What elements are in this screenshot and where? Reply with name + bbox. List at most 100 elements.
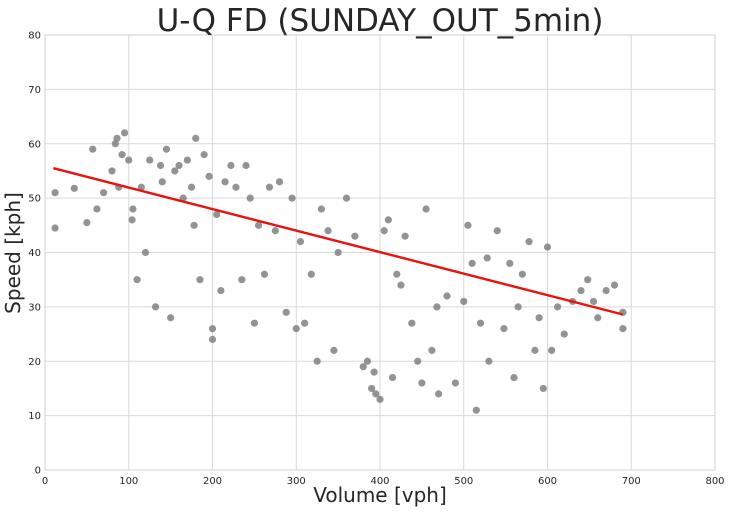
data-point [602,286,610,295]
data-point [213,210,221,219]
y-axis-title: Speed [kph] [1,192,25,314]
data-point [317,205,325,213]
data-point [422,205,430,213]
data-point [577,286,585,295]
data-point [397,281,405,289]
data-point [141,248,150,257]
data-point [443,292,451,300]
y-tick-label: 0 [35,466,41,477]
data-point [525,238,533,246]
data-point [183,156,191,164]
data-point [594,314,602,322]
data-point [238,276,246,284]
data-point [518,270,526,278]
data-point [128,216,136,224]
y-tick-label: 40 [28,248,41,259]
data-point [232,183,240,191]
data-point [271,227,279,235]
data-point [500,325,508,333]
y-tick-label: 10 [28,411,41,422]
data-point [548,346,556,354]
data-point [125,156,133,164]
data-point [464,221,472,229]
data-point [100,189,108,197]
data-point [324,227,332,235]
data-point [553,303,562,311]
data-point [543,243,552,251]
data-point [246,194,254,202]
data-point [167,314,175,322]
data-point [275,178,284,186]
x-tick-label: 100 [119,476,138,487]
data-point [151,303,160,311]
data-point [205,172,213,180]
data-point [93,205,101,213]
data-point [485,357,493,365]
data-point [221,178,229,186]
x-tick-label: 400 [370,476,389,487]
data-point [254,221,263,229]
x-tick-label: 800 [705,476,724,487]
data-point [330,346,338,354]
data-point [282,308,290,316]
y-tick-label: 80 [28,31,41,42]
data-point [108,167,116,175]
data-point [111,140,119,148]
data-point [388,373,397,382]
data-point [250,319,258,327]
data-point [217,286,225,295]
data-point [162,145,171,153]
x-axis-title: Volume [vph] [313,483,447,507]
x-tick-label: 600 [538,476,557,487]
data-point [208,325,217,333]
data-point [192,134,200,142]
data-point [370,368,378,376]
data-point [535,314,543,322]
data-point [70,184,78,192]
data-point [196,276,204,284]
fit-line-group [53,167,624,316]
y-tick-label: 50 [28,194,41,205]
data-point [472,406,480,414]
data-point [227,161,235,170]
x-tick-label: 300 [287,476,306,487]
data-point [156,161,165,170]
data-point [493,227,501,235]
data-point [313,357,321,365]
data-point [418,379,426,387]
data-point [531,346,539,354]
data-point [118,151,126,159]
data-point [376,395,384,403]
y-tick-label: 60 [28,139,41,150]
tick-labels: 0 100 200 300 400 500 600 700 800 0 10 20 30 40 50 60 70… [28,31,724,488]
data-point [129,205,137,213]
data-point [483,254,491,262]
y-tick-label: 30 [28,302,41,313]
data-point [460,297,468,306]
data-point [539,384,547,393]
data-point [589,297,598,306]
data-point [83,218,91,227]
data-point [260,270,269,278]
data-point [137,183,145,191]
data-point [133,276,141,284]
data-point [368,384,376,393]
data-point [334,248,342,257]
x-tick-label: 0 [42,476,48,487]
data-point [158,178,166,186]
data-point [514,303,522,311]
data-point [433,303,441,311]
data-point [560,330,568,338]
chart-title: U-Q FD (SUNDAY_OUT_5min) [157,3,604,39]
data-point [351,232,359,240]
data-point [372,390,380,398]
data-point [292,325,300,333]
x-tick-label: 500 [454,476,473,487]
data-point [428,346,436,354]
data-point [401,232,409,240]
data-point [296,238,305,246]
data-point [342,194,351,202]
y-tick-label: 70 [28,85,41,96]
data-point [610,281,619,289]
